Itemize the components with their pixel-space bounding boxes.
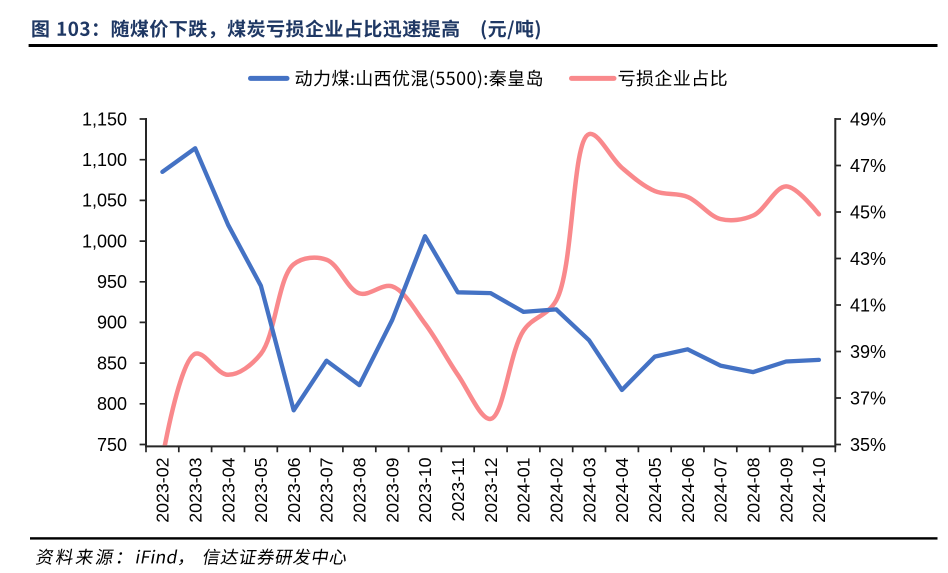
svg-text:2024-03: 2024-03 — [579, 457, 599, 522]
svg-text:1,100: 1,100 — [82, 150, 127, 170]
svg-text:1,150: 1,150 — [82, 109, 127, 129]
svg-text:2024-05: 2024-05 — [645, 457, 665, 522]
svg-text:750: 750 — [97, 435, 127, 455]
svg-text:35%: 35% — [850, 435, 886, 455]
svg-text:2023-02: 2023-02 — [153, 458, 173, 523]
svg-text:800: 800 — [97, 394, 127, 414]
svg-text:2023-03: 2023-03 — [185, 457, 205, 522]
svg-text:2024-09: 2024-09 — [776, 457, 796, 522]
svg-text:45%: 45% — [850, 202, 886, 222]
svg-text:2024-06: 2024-06 — [678, 457, 698, 522]
svg-text:2023-11: 2023-11 — [448, 457, 468, 521]
svg-text:2024-10: 2024-10 — [809, 457, 829, 522]
svg-text:2024-04: 2024-04 — [612, 457, 632, 522]
svg-text:41%: 41% — [850, 295, 886, 315]
svg-text:2024-08: 2024-08 — [743, 457, 763, 522]
svg-text:37%: 37% — [850, 388, 886, 408]
svg-text:2023-10: 2023-10 — [415, 457, 435, 522]
svg-text:2024-02: 2024-02 — [547, 458, 567, 523]
svg-text:2023-12: 2023-12 — [481, 458, 501, 523]
svg-text:850: 850 — [97, 353, 127, 373]
svg-text:47%: 47% — [850, 156, 886, 176]
svg-text:2024-07: 2024-07 — [711, 458, 731, 523]
svg-text:2023-08: 2023-08 — [350, 457, 370, 522]
svg-text:950: 950 — [97, 272, 127, 292]
svg-text:2023-06: 2023-06 — [284, 457, 304, 522]
svg-text:43%: 43% — [850, 249, 886, 269]
svg-text:2023-09: 2023-09 — [382, 457, 402, 522]
svg-text:900: 900 — [97, 313, 127, 333]
svg-text:2023-05: 2023-05 — [251, 457, 271, 522]
svg-text:2024-01: 2024-01 — [514, 457, 534, 522]
svg-text:39%: 39% — [850, 342, 886, 362]
svg-text:2023-04: 2023-04 — [218, 457, 238, 522]
svg-text:1,000: 1,000 — [82, 231, 127, 251]
svg-text:1,050: 1,050 — [82, 191, 127, 211]
svg-text:2023-07: 2023-07 — [317, 458, 337, 523]
svg-text:49%: 49% — [850, 109, 886, 129]
